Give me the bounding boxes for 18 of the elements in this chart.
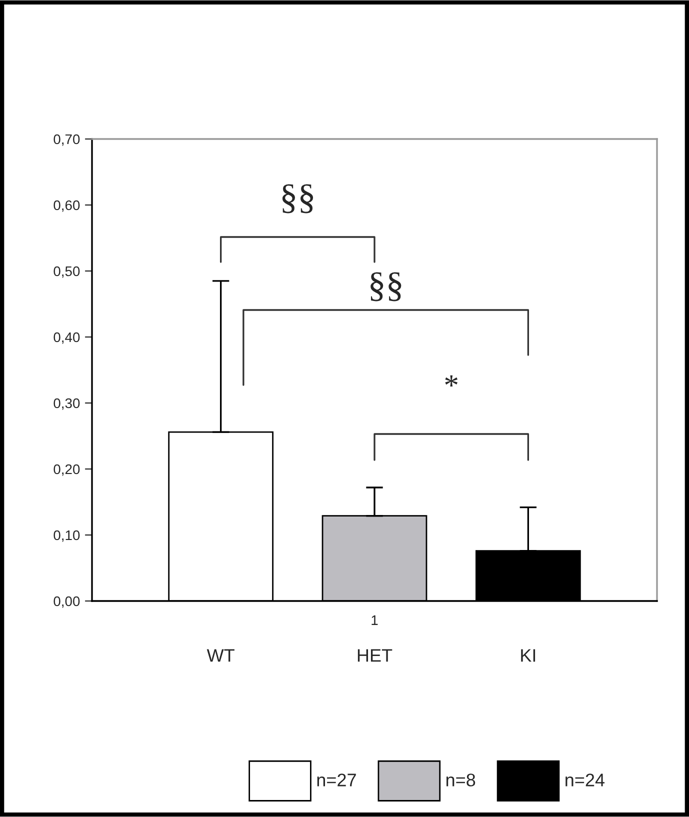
y-tick-label: 0,00 bbox=[54, 596, 80, 608]
y-tick-label: 0,50 bbox=[54, 266, 80, 278]
y-tick-label: 0,20 bbox=[54, 464, 80, 476]
y-tick-label: 0,70 bbox=[54, 134, 80, 146]
legend-label: n=8 bbox=[446, 774, 476, 786]
annotation: * bbox=[445, 375, 458, 387]
legend-label: n=24 bbox=[566, 774, 605, 786]
legend-label: n=27 bbox=[317, 774, 356, 786]
y-tick-label: 0,60 bbox=[54, 200, 80, 212]
annotation: §§ bbox=[282, 184, 314, 214]
text: HET bbox=[358, 649, 392, 662]
text: KI bbox=[521, 649, 536, 662]
text: WT bbox=[206, 649, 234, 662]
y-tick-label: 0,30 bbox=[54, 398, 80, 410]
annotation: §§ bbox=[370, 272, 402, 302]
y-tick-label: 0,10 bbox=[54, 530, 80, 542]
y-tick-label: 0,40 bbox=[54, 332, 80, 344]
x-tick-label: 1 bbox=[372, 615, 378, 625]
